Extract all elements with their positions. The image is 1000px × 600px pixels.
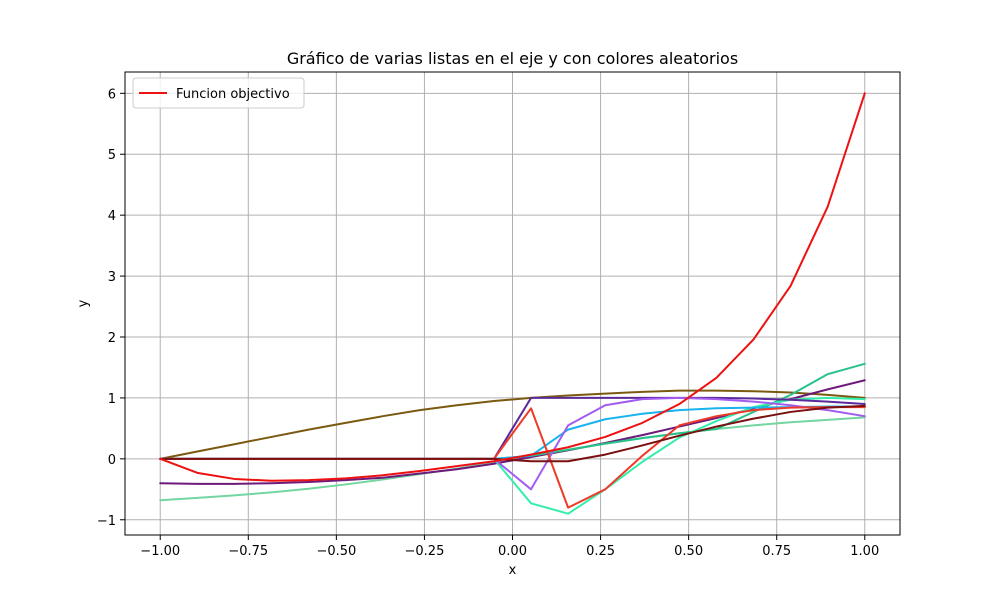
y-tick-label: 4 — [108, 209, 116, 224]
x-tick-label: 0.50 — [674, 544, 703, 559]
x-tick-label: −1.00 — [140, 544, 180, 559]
y-tick-label: 0 — [108, 453, 116, 468]
x-tick-label: 0.25 — [586, 544, 615, 559]
x-tick-label: −0.25 — [405, 544, 445, 559]
y-tick-label: 1 — [108, 392, 116, 407]
chart-title: Gráfico de varias listas en el eje y con… — [287, 49, 738, 68]
y-tick-label: 2 — [108, 331, 116, 346]
y-tick-label: 3 — [108, 270, 116, 285]
y-tick-label: 6 — [108, 87, 116, 102]
x-tick-label: 0.00 — [498, 544, 527, 559]
x-tick-label: −0.50 — [316, 544, 356, 559]
y-tick-label: 5 — [108, 148, 116, 163]
y-axis-label: y — [76, 299, 91, 307]
series-line-objective — [159, 92, 866, 482]
y-tick-label: −1 — [97, 514, 116, 529]
series-lines — [159, 92, 866, 515]
series-line — [159, 404, 866, 463]
legend-box — [132, 77, 305, 109]
series-line — [159, 389, 866, 460]
x-axis-label: x — [509, 563, 517, 578]
x-tick-label: 0.75 — [762, 544, 791, 559]
legend: Funcion objectivo — [132, 77, 305, 109]
axis-ticks: −1.00 −0.75 −0.50 −0.25 0.00 0.25 0.50 0.75 1.00… — [97, 87, 879, 559]
x-tick-label: 1.00 — [850, 544, 879, 559]
legend-label: Funcion objectivo — [176, 87, 290, 102]
x-tick-label: −0.75 — [228, 544, 268, 559]
